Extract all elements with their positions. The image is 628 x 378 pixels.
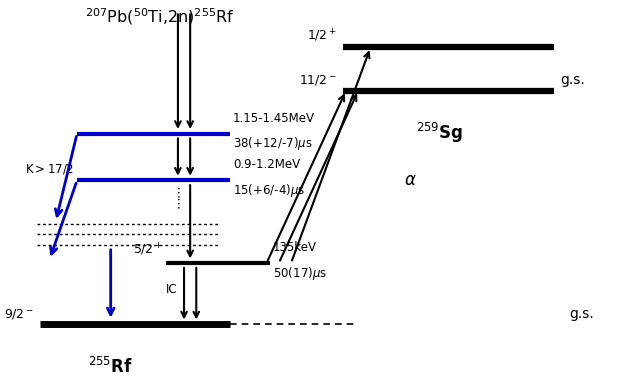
Text: 11/2$^-$: 11/2$^-$	[299, 73, 337, 87]
Text: 15(+6/-4)$\mu$s: 15(+6/-4)$\mu$s	[233, 182, 305, 199]
Text: ⋯: ⋯	[171, 185, 185, 197]
Text: ⋯: ⋯	[171, 196, 185, 208]
Text: 50(17)$\mu$s: 50(17)$\mu$s	[273, 265, 327, 282]
Text: g.s.: g.s.	[569, 307, 594, 321]
Text: $^{255}$Rf: $^{255}$Rf	[88, 356, 133, 376]
Text: 1/2$^+$: 1/2$^+$	[307, 28, 337, 44]
Text: $\alpha$: $\alpha$	[404, 171, 416, 189]
Text: 135keV: 135keV	[273, 241, 317, 254]
Text: K$>$17/2: K$>$17/2	[25, 162, 74, 176]
Text: g.s.: g.s.	[560, 73, 585, 87]
Text: 9/2$^-$: 9/2$^-$	[4, 307, 35, 321]
Text: IC: IC	[166, 283, 178, 296]
Text: 38(+12/-7)$\mu$s: 38(+12/-7)$\mu$s	[233, 135, 313, 152]
Text: 1.15-1.45MeV: 1.15-1.45MeV	[233, 112, 315, 125]
Text: 5/2$^+$: 5/2$^+$	[133, 242, 163, 259]
Text: 0.9-1.2MeV: 0.9-1.2MeV	[233, 158, 300, 171]
Text: $^{207}$Pb($^{50}$Ti,2n)$^{255}$Rf: $^{207}$Pb($^{50}$Ti,2n)$^{255}$Rf	[85, 6, 234, 27]
Text: $^{259}$Sg: $^{259}$Sg	[416, 121, 463, 145]
